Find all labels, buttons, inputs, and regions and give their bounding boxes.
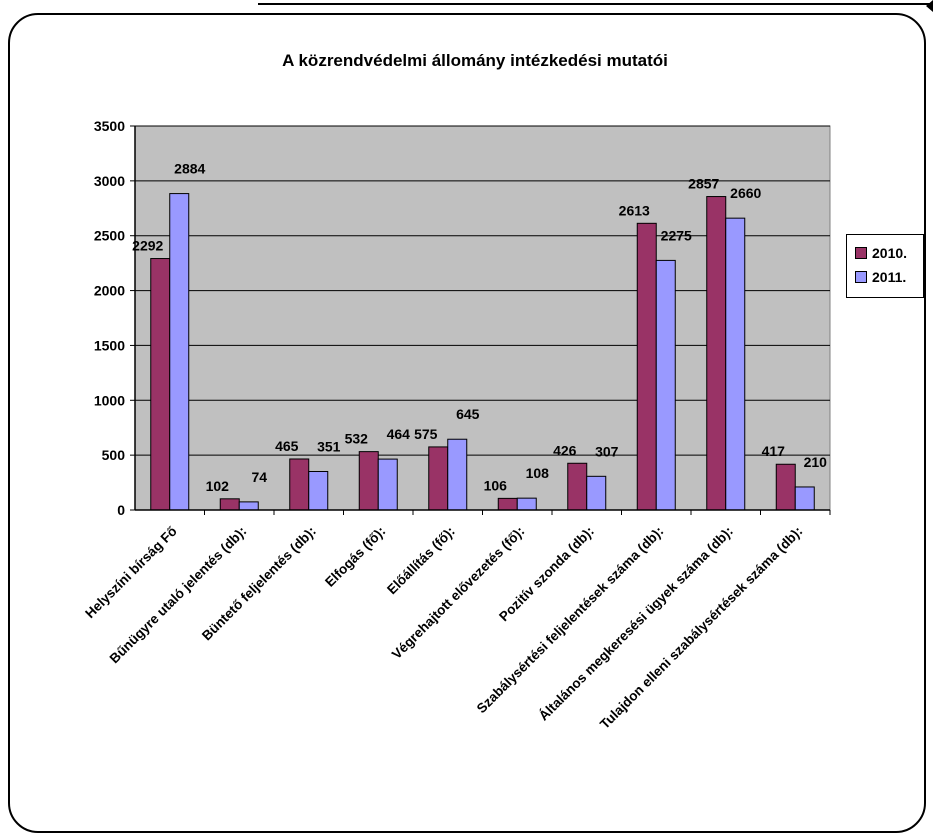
data-label-2010-8: 2857	[688, 176, 719, 192]
legend-label-2011: 2011.	[872, 269, 907, 285]
y-tick-label: 1500	[94, 337, 125, 353]
y-axis: 0 500 1000 1500 2000 2500 3000 3500	[94, 118, 136, 518]
bar-2011-3	[377, 458, 398, 511]
y-tick-label: 2000	[94, 283, 125, 299]
data-label-2010-9: 417	[762, 443, 786, 459]
data-label-2010-1: 102	[206, 478, 230, 494]
data-label-2010-3: 532	[345, 431, 369, 447]
bar-chart: A közrendvédelmi állomány intézkedési mu…	[82, 51, 831, 732]
legend-swatch-2011	[855, 271, 867, 283]
category-label-3: Elfogás (fő):	[322, 524, 388, 590]
data-label-2011-1: 74	[251, 469, 267, 485]
bar-2011-6	[586, 475, 607, 511]
data-label-2011-3: 464	[387, 426, 411, 442]
legend-item-2010: 2010.	[855, 241, 923, 265]
legend-label-2010: 2010.	[872, 245, 908, 261]
data-label-2011-0: 2884	[174, 161, 205, 177]
data-label-2010-6: 426	[553, 442, 577, 458]
legend: 2010. 2011.	[846, 234, 924, 298]
category-label-4: Előállítás (fő):	[384, 524, 458, 598]
y-tick-label: 0	[117, 502, 125, 518]
bar-2010-0	[150, 258, 171, 511]
data-label-2010-2: 465	[275, 438, 299, 454]
category-label-1: Bűnügyre utaló jelentés (db):	[107, 524, 250, 667]
data-label-2011-4: 645	[456, 406, 480, 422]
data-label-2011-8: 2660	[730, 185, 761, 201]
data-label-2011-7: 2275	[661, 227, 692, 243]
bar-2011-1	[238, 501, 259, 511]
chart-title: A közrendvédelmi állomány intézkedési mu…	[282, 51, 668, 70]
category-label-5: Végrehajtott elővezetés (fő):	[389, 524, 527, 662]
category-label-2: Büntető feljelentés (db):	[199, 524, 319, 644]
header-rule	[258, 3, 933, 5]
bar-2010-2	[289, 458, 310, 511]
y-tick-label: 2500	[94, 228, 125, 244]
bar-2010-5	[497, 497, 518, 511]
y-tick-label: 3000	[94, 173, 125, 189]
bar-2011-0	[169, 193, 190, 511]
bar-2010-9	[775, 463, 796, 511]
data-labels: 2292 2884 102 74 465 351 532 464 575 645 106 108426…	[132, 161, 827, 494]
bar-2010-4	[428, 446, 449, 511]
bar-2010-1	[219, 498, 240, 511]
bar-2010-7	[636, 222, 657, 511]
bar-2010-6	[567, 462, 588, 511]
data-label-2010-7: 2613	[619, 202, 650, 218]
data-label-2011-9: 210	[804, 454, 828, 470]
bars	[150, 193, 815, 511]
legend-item-2011: 2011.	[855, 265, 923, 289]
bar-2011-9	[794, 486, 815, 511]
bar-2011-7	[655, 259, 676, 511]
y-tick-label: 1000	[94, 392, 125, 408]
corner-marker	[926, 0, 933, 12]
data-label-2011-2: 351	[317, 438, 341, 454]
data-label-2010-0: 2292	[132, 238, 163, 254]
bar-2011-2	[308, 470, 329, 511]
y-tick-label: 3500	[94, 118, 125, 134]
bar-2011-4	[447, 438, 468, 511]
data-label-2011-6: 307	[595, 443, 619, 459]
bar-2011-5	[516, 497, 537, 511]
data-label-2010-4: 575	[414, 426, 438, 442]
bar-2011-8	[725, 217, 746, 511]
y-tick-label: 500	[102, 447, 126, 463]
bar-2010-8	[706, 196, 727, 511]
data-label-2011-5: 108	[526, 465, 550, 481]
data-label-2010-5: 106	[484, 477, 508, 493]
bar-2010-3	[358, 451, 379, 511]
legend-swatch-2010	[855, 247, 867, 259]
